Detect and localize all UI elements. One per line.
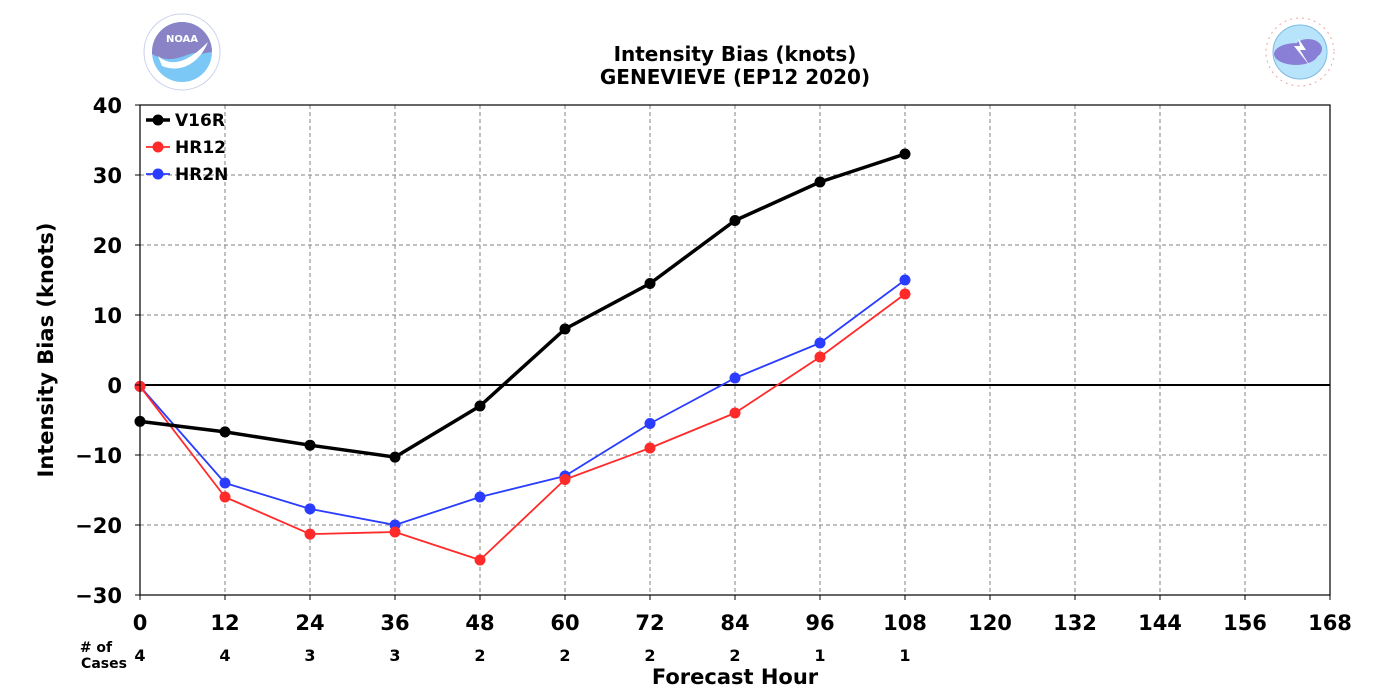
data-point-v16r bbox=[474, 400, 486, 412]
nws-logo bbox=[1262, 14, 1338, 90]
y-tick-label: −10 bbox=[75, 444, 122, 468]
data-point-hr2n bbox=[219, 477, 231, 489]
y-tick-label: 10 bbox=[93, 304, 122, 328]
data-point-hr12 bbox=[644, 442, 656, 454]
legend-marker-hr12 bbox=[152, 141, 164, 153]
data-point-hr12 bbox=[729, 407, 741, 419]
x-tick-label: 0 bbox=[133, 611, 148, 635]
noaa-logo-bird bbox=[158, 42, 208, 69]
case-count: 2 bbox=[474, 646, 485, 665]
y-axis-ticks: −30 −20 −10 0 10 20 30 40 bbox=[75, 94, 140, 608]
y-tick-label: 30 bbox=[93, 164, 122, 188]
chart-title-line2: GENEVIEVE (EP12 2020) bbox=[600, 65, 870, 89]
x-tick-label: 132 bbox=[1053, 611, 1097, 635]
data-point-hr2n bbox=[729, 372, 741, 384]
x-tick-label: 156 bbox=[1223, 611, 1267, 635]
x-tick-label: 72 bbox=[635, 611, 664, 635]
data-point-hr12 bbox=[219, 491, 231, 503]
data-point-hr12 bbox=[474, 554, 486, 566]
legend-marker-hr2n bbox=[152, 168, 164, 180]
data-point-hr12 bbox=[814, 351, 826, 363]
noaa-logo: NOAA bbox=[143, 13, 221, 91]
data-point-v16r bbox=[899, 148, 911, 160]
data-point-hr2n bbox=[474, 491, 486, 503]
data-point-hr2n bbox=[814, 337, 826, 349]
series-line-hr12 bbox=[139, 293, 906, 561]
x-tick-label: 96 bbox=[805, 611, 834, 635]
chart-title-line1: Intensity Bias (knots) bbox=[614, 42, 857, 66]
cases-row: 4 4 3 3 2 2 2 2 1 1 bbox=[134, 646, 910, 665]
y-tick-label: −30 bbox=[75, 584, 122, 608]
data-point-hr12 bbox=[899, 288, 911, 300]
x-tick-label: 168 bbox=[1308, 611, 1352, 635]
noaa-logo-text: NOAA bbox=[166, 34, 198, 45]
x-tick-label: 24 bbox=[295, 611, 324, 635]
x-tick-label: 144 bbox=[1138, 611, 1182, 635]
data-point-v16r bbox=[559, 323, 571, 335]
x-tick-label: 120 bbox=[968, 611, 1012, 635]
case-count: 2 bbox=[644, 646, 655, 665]
data-point-v16r bbox=[389, 451, 401, 463]
case-count: 3 bbox=[304, 646, 315, 665]
y-tick-label: 0 bbox=[107, 374, 122, 398]
case-count: 2 bbox=[729, 646, 740, 665]
y-tick-label: 40 bbox=[93, 94, 122, 118]
x-tick-label: 48 bbox=[465, 611, 494, 635]
data-point-hr12 bbox=[559, 474, 571, 485]
legend-label-hr12: HR12 bbox=[175, 138, 226, 158]
nws-logo-ring bbox=[1265, 17, 1335, 87]
legend-marker-v16r bbox=[152, 114, 164, 126]
series-line-hr2n bbox=[139, 279, 906, 526]
case-count: 1 bbox=[814, 646, 825, 665]
x-tick-label: 60 bbox=[550, 611, 579, 635]
data-point-v16r bbox=[219, 426, 231, 438]
case-count: 2 bbox=[559, 646, 570, 665]
data-point-hr2n bbox=[899, 274, 911, 286]
plot-area bbox=[134, 104, 1331, 596]
case-count: 1 bbox=[899, 646, 910, 665]
data-point-v16r bbox=[729, 215, 741, 226]
legend-label-hr2n: HR2N bbox=[175, 165, 228, 185]
data-point-hr2n bbox=[304, 503, 316, 515]
y-tick-label: −20 bbox=[75, 514, 122, 538]
data-point-hr12 bbox=[304, 528, 316, 540]
case-count: 4 bbox=[219, 646, 230, 665]
cases-label-line2: Cases bbox=[81, 656, 127, 672]
data-point-v16r bbox=[814, 176, 826, 188]
x-tick-label: 84 bbox=[720, 611, 749, 635]
grid-lines bbox=[140, 105, 1330, 595]
noaa-logo-upper bbox=[152, 22, 212, 60]
series-layer bbox=[134, 148, 911, 566]
case-count: 3 bbox=[389, 646, 400, 665]
data-point-v16r bbox=[304, 439, 316, 451]
x-axis-ticks: 0 12 24 36 48 60 72 84 96 108 120 132 144 156 168 bbox=[133, 595, 1352, 635]
series-line-v16r bbox=[139, 152, 906, 459]
legend-label-v16r: V16R bbox=[175, 111, 225, 131]
x-axis-label: Forecast Hour bbox=[652, 665, 819, 689]
x-tick-label: 36 bbox=[380, 611, 409, 635]
legend: V16R HR12 HR2N bbox=[146, 111, 228, 185]
x-tick-label: 12 bbox=[210, 611, 239, 635]
data-point-hr12 bbox=[389, 526, 401, 538]
y-axis-label: Intensity Bias (knots) bbox=[34, 223, 58, 478]
case-count: 4 bbox=[134, 646, 145, 665]
cases-label-line1: # of bbox=[80, 640, 113, 656]
data-point-hr2n bbox=[644, 418, 656, 429]
data-point-v16r bbox=[644, 278, 656, 289]
y-tick-label: 20 bbox=[93, 234, 122, 258]
x-tick-label: 108 bbox=[883, 611, 927, 635]
